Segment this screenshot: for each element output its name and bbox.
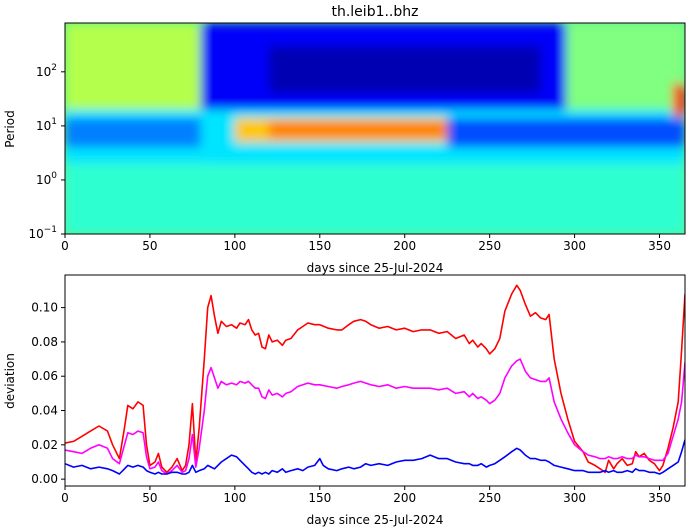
heatmap-x-tick-label: 250 [478,239,501,253]
heatmap-y-tick-label: 100 [36,171,57,187]
line-x-ticks: 0 50 100 150 200 250 300 350 [61,486,671,505]
line-y-tick-label: 0.02 [31,438,58,452]
heatmap-x-tick-label: 0 [61,239,69,253]
heatmap-region-7 [65,117,201,148]
heatmap-region-9 [268,121,448,138]
series-line-1 [65,358,685,475]
series-line-2 [65,439,685,475]
series-lines [65,284,685,475]
line-x-tick-label: 200 [393,491,416,505]
heatmap-region-10 [673,83,685,117]
line-y-tick-label: 0.04 [31,404,58,418]
heatmap-x-tick-label: 50 [142,239,157,253]
heatmap-y-tick-label: 102 [36,63,57,79]
heatmap-region-5 [566,23,685,110]
line-y-tick-label: 0.10 [31,301,58,315]
heatmap-region-1 [65,163,685,234]
heatmap-region-4 [268,46,541,94]
chart-title: th.leib1..bhz [331,4,418,20]
heatmap-panel: 0 50 100 150 200 250 300 350 10−1 100 101 102 days… [3,22,686,275]
heatmap-x-ticks: 0 50 100 150 200 250 300 350 [61,234,671,253]
heatmap-regions [65,23,685,234]
heatmap-x-tick-label: 300 [563,239,586,253]
series-line-0 [65,284,685,474]
deviation-panel: 0 50 100 150 200 250 300 350 0.000.020.040.060.… [3,274,686,527]
line-x-tick-label: 0 [61,491,69,505]
line-x-axis-label: days since 25-Jul-2024 [307,513,444,527]
heatmap-x-tick-label: 150 [308,239,331,253]
line-x-tick-label: 150 [308,491,331,505]
heatmap-x-tick-label: 100 [223,239,246,253]
line-y-ticks: 0.00 0.02 0.04 0.06 0.08 0.10 [31,301,65,486]
heatmap-region-6 [447,117,685,148]
line-y-tick-label: 0.06 [31,369,58,383]
line-x-tick-label: 350 [648,491,671,505]
line-x-tick-label: 300 [563,491,586,505]
heatmap-y-ticks: 10−1 100 101 102 [28,63,65,241]
heatmap-y-axis-label: Period [3,110,17,147]
line-plot-frame [64,274,686,487]
line-y-tick-label: 0.00 [31,472,58,486]
line-x-tick-label: 50 [142,491,157,505]
line-y-tick-label: 0.08 [31,335,58,349]
heatmap-y-tick-label: 101 [36,117,57,133]
heatmap-x-tick-label: 200 [393,239,416,253]
line-y-axis-label: deviation [3,353,17,409]
line-x-tick-label: 250 [478,491,501,505]
heatmap-frame [64,22,686,235]
heatmap-y-tick-label: 10−1 [28,225,57,241]
heatmap-x-tick-label: 350 [648,239,671,253]
line-x-tick-label: 100 [223,491,246,505]
heatmap-x-axis-label: days since 25-Jul-2024 [307,261,444,275]
